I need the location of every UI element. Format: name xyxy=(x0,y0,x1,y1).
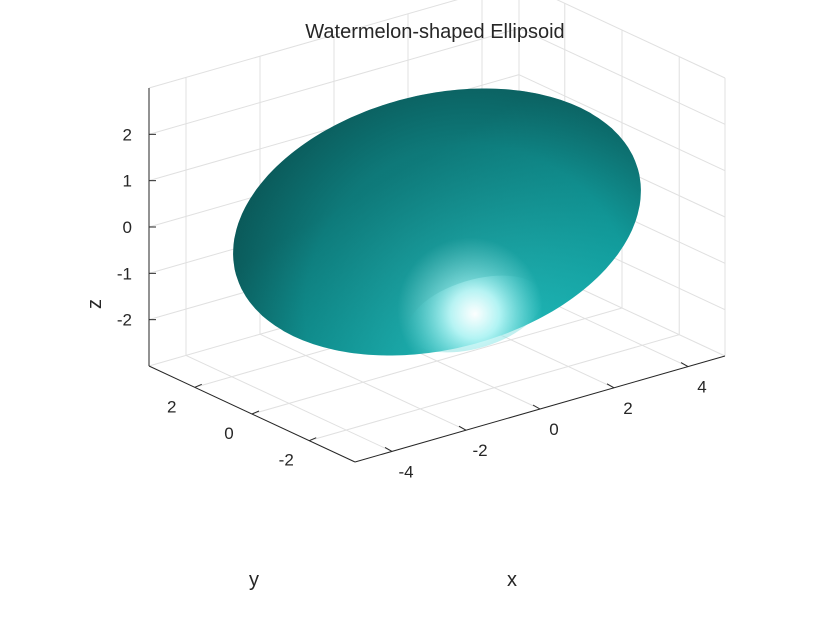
grid-line-y-floor xyxy=(251,307,623,415)
grid-line-z-side xyxy=(518,27,726,125)
grid-line-z-side xyxy=(518,74,726,172)
y-tick-label: -2 xyxy=(279,451,294,470)
y-tick-label: 0 xyxy=(224,424,233,443)
grid-line-z-back xyxy=(148,27,520,135)
tick-mark xyxy=(251,410,260,415)
x-axis-label: x xyxy=(507,569,517,591)
y-axis-label: y xyxy=(249,569,259,591)
grid-line-y-floor xyxy=(309,334,680,442)
y-tick-label: 2 xyxy=(167,397,176,416)
x-tick-label: 2 xyxy=(623,399,632,418)
x-tick-label: -2 xyxy=(472,441,487,460)
tick-mark xyxy=(680,362,689,368)
tick-mark xyxy=(458,425,467,431)
x-tick-label: -4 xyxy=(398,462,413,481)
ellipsoid-surface xyxy=(233,88,641,356)
x-tick-label: 0 xyxy=(549,420,558,439)
tick-mark xyxy=(194,383,202,388)
axes-box xyxy=(148,88,726,463)
tick-mark xyxy=(606,383,615,389)
z-tick-label: 0 xyxy=(123,218,132,237)
tick-labels: -4 -2 0 2 4 -2 0 2 -2 -1 0 1 2 xyxy=(117,125,707,481)
x-tick-label: 4 xyxy=(697,378,706,397)
tick-mark xyxy=(384,446,393,452)
box-edge xyxy=(556,0,726,79)
chart-title: Watermelon-shaped Ellipsoid xyxy=(305,21,564,43)
z-tick-label: -2 xyxy=(117,311,132,330)
specular-highlight xyxy=(407,275,543,353)
box-edge xyxy=(148,0,458,89)
tick-mark xyxy=(309,437,317,442)
z-tick-label: -1 xyxy=(117,264,132,283)
z-tick-label: 2 xyxy=(123,125,132,144)
tick-mark xyxy=(532,404,541,410)
z-tick-label: 1 xyxy=(123,172,132,191)
z-axis-label: z xyxy=(84,299,106,309)
